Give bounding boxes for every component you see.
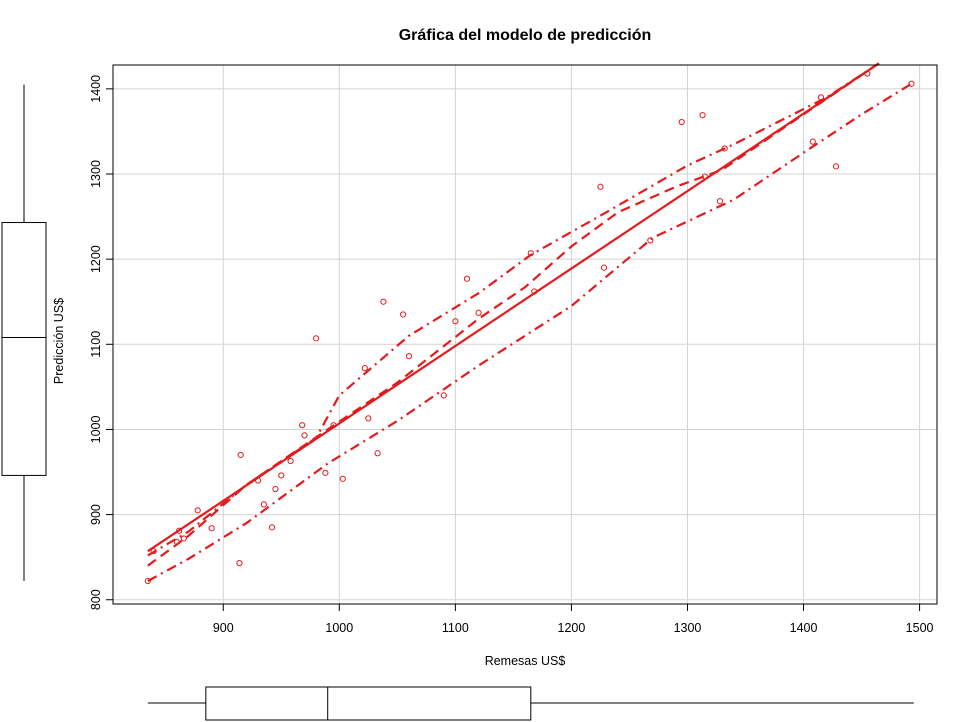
data-point [716,198,724,205]
data-point [176,527,183,534]
x-tick-label: 1100 [442,621,469,635]
x-tick-label: 1200 [558,621,586,635]
y-tick-label: 1000 [89,415,103,443]
y-tick-label: 1400 [89,75,103,103]
data-point [678,118,685,126]
y-tick-label: 800 [89,589,103,610]
smooth-curve-dashdot [147,62,880,557]
x-tick-label: 1000 [325,621,353,635]
data-point [405,353,413,360]
y-axis-label: Predicción US$ [52,298,66,384]
data-point [361,365,368,372]
y-tick-label: 1200 [89,245,103,273]
data-point [721,145,728,152]
y-tick-label: 900 [89,504,103,525]
plot-frame [112,64,938,605]
y-axis: 800 900 1000 1100 1200 1300 1400 [89,75,113,610]
fit-line [147,62,880,553]
data-point [440,392,447,399]
data-point [527,250,534,257]
data-point [194,507,201,514]
data-point [817,94,825,101]
grid [113,65,937,604]
data-point [463,275,471,282]
data-point [365,415,372,422]
data-point [150,548,157,555]
x-axis-label: Remesas US$ [485,654,566,668]
data-point [254,477,262,484]
data-point [597,183,604,190]
y-box [1,222,47,476]
chart-title: Gráfica del modelo de predicción [399,27,652,44]
data-point [278,472,285,479]
data-point [144,577,151,585]
data-point [260,501,267,508]
data-point [531,288,538,295]
data-point [322,469,329,476]
smooth-curves [147,62,913,582]
y-boxplot [1,84,47,582]
data-point [287,457,294,465]
data-point [647,237,654,244]
data-point [600,264,608,271]
data-point [330,422,337,429]
data-point [180,535,187,542]
data-point [237,451,244,459]
x-boxplot [147,686,914,721]
data-point [299,422,306,429]
x-box [205,686,532,721]
x-tick-label: 900 [213,621,234,635]
data-point [701,173,708,180]
data-point [400,311,407,318]
x-axis: 900 1000 1100 1200 1300 1400 1500 [213,604,934,635]
y-tick-label: 1100 [89,331,103,358]
x-tick-label: 1400 [790,621,818,635]
x-tick-label: 1500 [906,621,934,635]
data-points [144,70,915,585]
data-point [173,538,180,545]
data-point [475,309,482,316]
data-point [301,432,308,439]
data-point [312,335,320,342]
data-point [699,112,706,119]
data-point [339,475,346,482]
data-point [208,525,215,532]
data-point [374,450,381,457]
data-point [809,138,816,145]
data-point [380,298,387,305]
data-point [908,80,915,87]
x-tick-label: 1300 [674,621,702,635]
data-point [864,70,871,77]
data-point [832,163,840,170]
data-point [236,560,243,567]
data-point [452,318,459,325]
data-point [272,485,279,493]
y-tick-label: 1300 [89,160,103,188]
smooth-curve-dashdot [147,82,913,582]
smooth-curve-dashed [147,62,880,567]
data-point [268,524,276,531]
